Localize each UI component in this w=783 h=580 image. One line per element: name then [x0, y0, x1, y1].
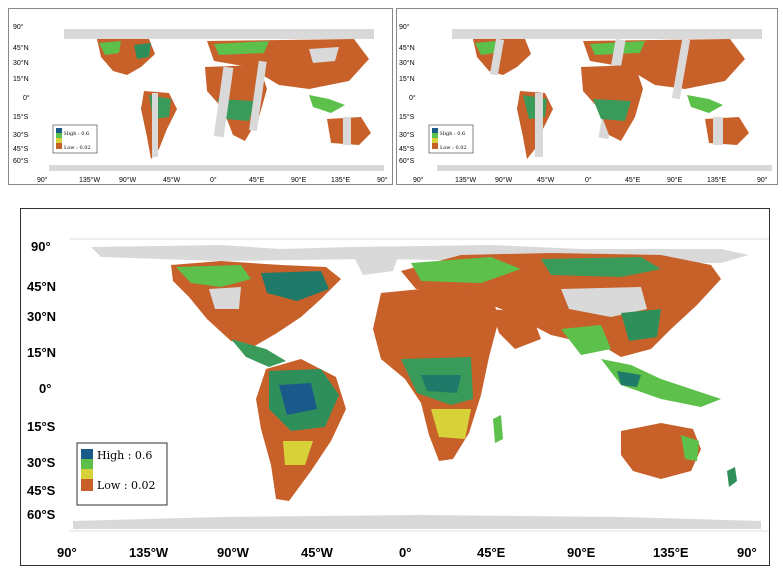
lon-label: 45°E: [625, 176, 641, 184]
landmass-central-america: [231, 339, 286, 367]
lon-label: 90°W: [119, 176, 137, 184]
landmass-arabia: [491, 309, 541, 349]
lat-label: 60°S: [27, 507, 56, 522]
lat-label: 60°S: [399, 157, 415, 165]
map-panel-main: 90° 45°N 30°N 15°N 0° 15°S 30°S 45°S 60°…: [20, 208, 770, 566]
lat-label: 30°N: [399, 59, 415, 67]
legend-swatch: [81, 479, 93, 491]
lat-label: 60°S: [13, 157, 29, 165]
legend-swatch: [56, 133, 62, 138]
map-panel-top-left: 90° 45°N 30°N 15°N 0° 15°S 30°S 45°S 60°…: [8, 8, 393, 185]
lat-label: 15°N: [399, 75, 415, 83]
greenland-nodata: [351, 249, 401, 275]
map-canvas: 90° 45°N 30°N 15°N 0° 15°S 30°S 45°S 60°…: [13, 21, 389, 184]
lat-label: 45°N: [27, 279, 56, 294]
lon-label: 135°E: [707, 176, 726, 184]
arctic-nodata: [64, 29, 374, 39]
lon-label: 90°W: [495, 176, 513, 184]
landmass-australia: [621, 423, 701, 479]
lon-label: 135°E: [653, 545, 689, 560]
lat-label: 30°S: [13, 131, 29, 139]
lat-label: 45°S: [27, 483, 56, 498]
lon-label: 45°E: [477, 545, 506, 560]
legend: High : 0.6 Low : 0.02: [52, 124, 98, 154]
legend-low-label: Low : 0.02: [64, 145, 91, 151]
legend: High : 0.6 Low : 0.02: [428, 124, 474, 154]
landmass-madagascar: [493, 415, 503, 443]
lon-label: 90°E: [291, 176, 307, 184]
legend-low-label: Low : 0.02: [440, 145, 467, 151]
legend-swatch: [81, 449, 93, 459]
lat-label: 30°N: [27, 309, 56, 324]
lat-label: 15°S: [399, 113, 415, 121]
landmass-australia: [705, 117, 749, 145]
lat-label: 90°: [31, 239, 51, 254]
antarctic-nodata: [49, 165, 384, 171]
legend-swatch: [56, 143, 62, 149]
landmass-new-zealand: [727, 467, 737, 487]
lon-label: 90°: [57, 545, 77, 560]
legend: High : 0.6 Low : 0.02: [76, 442, 168, 506]
lat-label: 0°: [39, 381, 51, 396]
lon-label: 90°E: [667, 176, 683, 184]
lon-label: 45°E: [249, 176, 265, 184]
lon-label: 135°W: [455, 176, 476, 184]
lon-label: 45°W: [301, 545, 334, 560]
legend-swatch: [432, 138, 438, 143]
lon-label: 45°W: [163, 176, 181, 184]
lon-label: 0°: [210, 176, 217, 184]
lat-label: 45°S: [399, 145, 415, 153]
legend-swatch: [56, 138, 62, 143]
map-panel-top-right: 90° 45°N 30°N 15°N 0° 15°S 30°S 45°S 60°…: [396, 8, 778, 185]
lon-label: 135°W: [129, 545, 169, 560]
legend-low-label: Low : 0.02: [97, 479, 156, 492]
lat-label: 90°: [13, 23, 24, 31]
legend-swatch: [432, 143, 438, 149]
lon-label: 90°W: [217, 545, 250, 560]
lat-label: 45°N: [13, 44, 29, 52]
legend-high-label: High : 0.6: [440, 131, 465, 137]
lat-label: 0°: [23, 94, 30, 102]
lat-label: 45°N: [399, 44, 415, 52]
lat-label: 45°S: [13, 145, 29, 153]
lat-label: 15°S: [13, 113, 29, 121]
lon-label: 0°: [399, 545, 411, 560]
landmass-se-asia: [601, 359, 721, 407]
lat-label: 15°S: [27, 419, 56, 434]
lon-label: 90°E: [567, 545, 596, 560]
lon-label: 90°: [413, 176, 424, 184]
antarctic-nodata: [73, 515, 761, 529]
legend-swatch: [81, 469, 93, 479]
lon-label: 90°: [757, 176, 768, 184]
lat-label: 30°N: [13, 59, 29, 67]
arctic-nodata: [452, 29, 762, 39]
legend-high-label: High : 0.6: [64, 131, 89, 137]
lat-label: 0°: [409, 94, 416, 102]
lon-label: 0°: [585, 176, 592, 184]
legend-high-label: High : 0.6: [97, 449, 152, 462]
lat-label: 15°N: [27, 345, 56, 360]
map-canvas: 90° 45°N 30°N 15°N 0° 15°S 30°S 45°S 60°…: [27, 238, 769, 560]
lat-label: 30°S: [27, 455, 56, 470]
lon-label: 90°: [737, 545, 757, 560]
legend-swatch: [432, 128, 438, 133]
lon-label: 90°: [377, 176, 388, 184]
lat-label: 30°S: [399, 131, 415, 139]
lon-label: 90°: [37, 176, 48, 184]
lat-label: 90°: [399, 23, 410, 31]
lon-label: 135°E: [331, 176, 350, 184]
lon-label: 135°W: [79, 176, 100, 184]
lon-label: 45°W: [537, 176, 555, 184]
lat-label: 15°N: [13, 75, 29, 83]
legend-swatch: [56, 128, 62, 133]
legend-swatch: [432, 133, 438, 138]
map-canvas: 90° 45°N 30°N 15°N 0° 15°S 30°S 45°S 60°…: [399, 23, 772, 184]
legend-swatch: [81, 459, 93, 469]
antarctic-nodata: [437, 165, 772, 171]
